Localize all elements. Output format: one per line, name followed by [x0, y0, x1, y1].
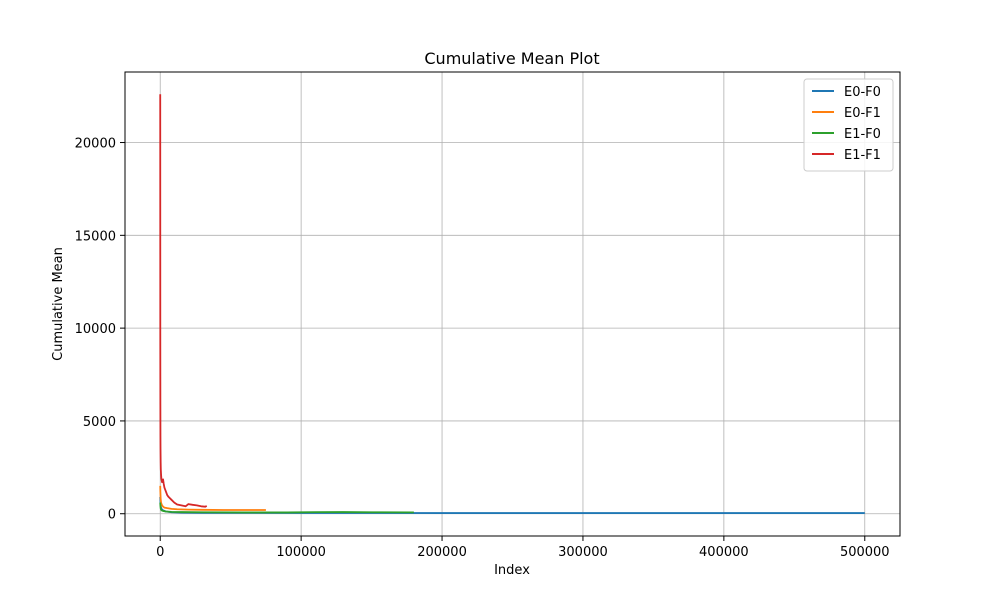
legend-box	[803, 78, 894, 172]
legend-entry-label: E0-F0	[844, 85, 881, 100]
y-axis-ticks: 0 5000 10000 15000 20000	[75, 137, 125, 523]
x-tick-label: 300000	[558, 545, 608, 560]
y-axis-label: Cumulative Mean	[51, 247, 66, 361]
x-tick-label: 400000	[699, 545, 749, 560]
x-tick-label: 500000	[840, 545, 890, 560]
x-axis-label: Index	[494, 563, 530, 578]
legend-entry-label: E0-F1	[844, 106, 881, 121]
x-tick-label: 200000	[417, 545, 467, 560]
y-tick-label: 0	[108, 508, 116, 523]
legend: E0-F0 E0-F1 E1-F0 E1-F1	[803, 78, 894, 172]
series-line-e1-f0	[159, 502, 414, 514]
series-line-e1-f1	[159, 94, 208, 508]
x-tick-label: 100000	[276, 545, 326, 560]
series-line-e0-f1	[159, 485, 266, 511]
chart-title: Cumulative Mean Plot	[424, 49, 599, 68]
series-lines	[159, 94, 865, 514]
y-tick-label: 15000	[75, 229, 116, 244]
y-tick-label: 5000	[83, 415, 116, 430]
x-axis-ticks: 0 100000 200000 300000 400000 500000	[156, 536, 890, 560]
plot-area-frame	[124, 71, 901, 537]
legend-entry-label: E1-F1	[844, 148, 881, 163]
y-tick-label: 20000	[75, 137, 116, 152]
y-tick-label: 10000	[75, 322, 116, 337]
legend-entry-label: E1-F0	[844, 127, 881, 142]
x-tick-label: 0	[156, 545, 164, 560]
